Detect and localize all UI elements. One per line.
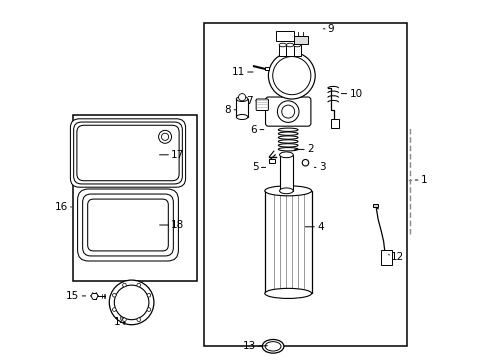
Circle shape bbox=[122, 283, 126, 287]
Text: 15: 15 bbox=[66, 291, 79, 301]
Circle shape bbox=[282, 105, 294, 118]
Circle shape bbox=[147, 293, 151, 297]
FancyBboxPatch shape bbox=[88, 199, 169, 251]
Ellipse shape bbox=[265, 288, 312, 298]
FancyBboxPatch shape bbox=[256, 99, 269, 111]
Ellipse shape bbox=[286, 43, 294, 47]
Bar bbox=[265, 67, 269, 70]
Text: 14: 14 bbox=[114, 317, 127, 327]
FancyBboxPatch shape bbox=[74, 122, 182, 184]
FancyBboxPatch shape bbox=[77, 125, 179, 181]
FancyBboxPatch shape bbox=[77, 189, 178, 261]
Circle shape bbox=[273, 57, 311, 95]
Bar bbox=[275, 31, 294, 41]
Circle shape bbox=[302, 159, 309, 166]
Circle shape bbox=[137, 318, 141, 321]
Text: 6: 6 bbox=[250, 125, 257, 135]
Ellipse shape bbox=[279, 43, 286, 47]
Ellipse shape bbox=[265, 342, 281, 351]
Circle shape bbox=[277, 101, 299, 122]
Bar bbox=[381, 250, 392, 265]
Bar bbox=[286, 45, 294, 56]
Text: 8: 8 bbox=[225, 105, 231, 115]
Ellipse shape bbox=[280, 188, 293, 194]
Text: 17: 17 bbox=[171, 150, 184, 160]
Text: 9: 9 bbox=[328, 24, 335, 34]
Text: 3: 3 bbox=[319, 162, 325, 172]
Circle shape bbox=[147, 308, 151, 311]
Ellipse shape bbox=[280, 152, 293, 158]
Bar bbox=[331, 119, 339, 128]
Ellipse shape bbox=[294, 43, 301, 47]
Bar bbox=[73, 115, 197, 281]
Circle shape bbox=[109, 280, 154, 325]
Text: 12: 12 bbox=[391, 252, 404, 262]
Text: 16: 16 bbox=[54, 202, 68, 212]
Bar bbox=[373, 204, 378, 207]
Bar bbox=[279, 45, 286, 56]
Circle shape bbox=[239, 94, 245, 101]
Bar bbox=[269, 159, 275, 163]
Ellipse shape bbox=[265, 186, 312, 196]
Text: 18: 18 bbox=[171, 220, 184, 230]
FancyBboxPatch shape bbox=[83, 194, 173, 256]
Text: 10: 10 bbox=[349, 89, 363, 99]
Circle shape bbox=[122, 318, 126, 321]
Circle shape bbox=[114, 285, 149, 320]
Ellipse shape bbox=[236, 114, 248, 120]
Bar bbox=[294, 36, 308, 44]
Ellipse shape bbox=[236, 96, 248, 102]
Text: 2: 2 bbox=[307, 144, 314, 154]
FancyBboxPatch shape bbox=[71, 119, 186, 187]
FancyBboxPatch shape bbox=[266, 97, 311, 126]
Text: 11: 11 bbox=[232, 67, 245, 77]
Circle shape bbox=[162, 133, 169, 140]
Circle shape bbox=[113, 308, 116, 311]
Bar bbox=[280, 155, 293, 191]
Text: 1: 1 bbox=[421, 175, 427, 185]
Text: 5: 5 bbox=[252, 162, 259, 172]
Ellipse shape bbox=[262, 339, 284, 353]
Text: 13: 13 bbox=[243, 341, 256, 351]
Circle shape bbox=[269, 52, 315, 99]
Bar bbox=[236, 99, 248, 117]
Text: 4: 4 bbox=[317, 222, 323, 232]
Circle shape bbox=[137, 283, 141, 287]
Bar bbox=[294, 45, 301, 56]
Bar bbox=[265, 191, 312, 293]
Circle shape bbox=[113, 293, 116, 297]
Bar bbox=[204, 23, 407, 346]
Text: 7: 7 bbox=[246, 96, 253, 106]
Circle shape bbox=[159, 130, 171, 143]
